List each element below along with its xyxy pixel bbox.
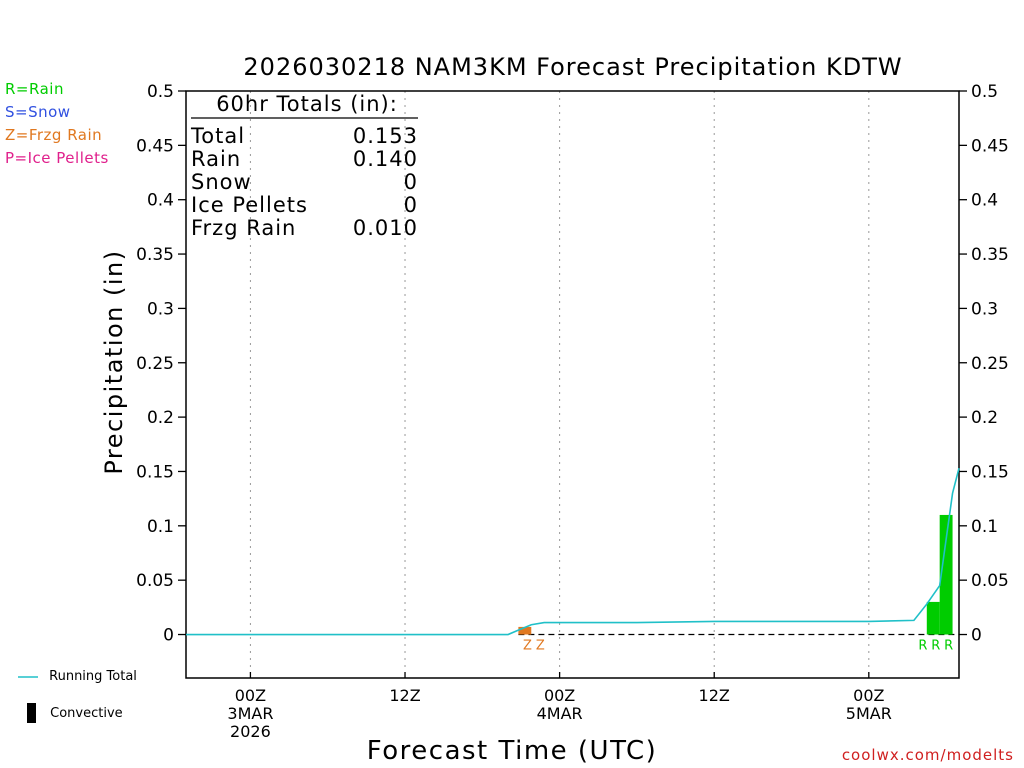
plot-frame (185, 90, 960, 679)
ptype-legend-item: Z=Frzg Rain (5, 126, 103, 144)
y-tick-label-left: 0.45 (136, 136, 174, 156)
y-tick-label-right: 0.15 (971, 462, 1009, 482)
x-axis-label: Forecast Time (UTC) (367, 736, 658, 766)
x-tick-label: 00Z (853, 686, 884, 705)
x-tick-label: 5MAR (846, 704, 892, 723)
x-tick-label: 4MAR (537, 704, 583, 723)
totals-label: Rain (191, 147, 241, 171)
ptype-marker: R (944, 639, 953, 654)
ptype-legend-item: R=Rain (5, 80, 64, 98)
convective-legend-label: Convective (50, 705, 123, 721)
ptype-marker: Z (536, 639, 545, 654)
precip-bar (518, 626, 532, 635)
totals-label: Ice Pellets (191, 193, 308, 217)
y-tick-label-left: 0.5 (147, 82, 174, 102)
y-tick-label-left: 0.25 (136, 354, 174, 374)
vertical-gridlines (249, 91, 870, 678)
totals-value: 0.140 (353, 147, 418, 171)
x-tick-label: 00Z (544, 686, 575, 705)
y-axis-left: 0.5 0.45 0.4 0.35 0.3 0.25 0.2 0.15 0.1 0.05 0 (136, 82, 186, 646)
ptype-marker: R (918, 639, 927, 654)
convective-legend: Convective (27, 703, 123, 723)
totals-label: Frzg Rain (191, 216, 296, 240)
y-tick-label-left: 0.3 (147, 299, 174, 319)
totals-value: 0 (404, 170, 418, 194)
totals-box: 60hr Totals (in): Total 0.153 Rain 0.140 Sno… (190, 92, 418, 240)
credit-text: coolwx.com/modelts (841, 746, 1014, 764)
running-total-legend-label: Running Total (49, 669, 137, 684)
y-tick-label-left: 0.05 (136, 571, 174, 591)
running-total-line (186, 468, 960, 636)
y-tick-label-right: 0.35 (971, 245, 1009, 265)
precip-bars (518, 514, 953, 635)
y-tick-label-right: 0.45 (971, 136, 1009, 156)
y-tick-label-left: 0.2 (147, 408, 174, 428)
y-tick-label-right: 0.1 (971, 517, 998, 537)
y-tick-label-right: 0.3 (971, 299, 998, 319)
x-tick-label: 2026 (230, 722, 271, 741)
y-tick-label-left: 0 (163, 626, 174, 646)
precip-bar (939, 514, 953, 635)
x-tick-label: 12Z (699, 686, 730, 705)
y-tick-label-right: 0.25 (971, 354, 1009, 374)
ptype-marker: Z (523, 639, 532, 654)
y-tick-label-right: 0.2 (971, 408, 998, 428)
totals-value: 0.010 (353, 216, 418, 240)
totals-value: 0.153 (353, 124, 418, 148)
totals-label: Total (190, 124, 245, 148)
convective-swatch (27, 703, 36, 723)
y-axis-label: Precipitation (in) (100, 249, 128, 474)
y-tick-label-right: 0.4 (971, 191, 998, 211)
running-total-legend: Running Total (18, 669, 137, 684)
chart-title: 2026030218 NAM3KM Forecast Precipitation… (243, 53, 902, 81)
precip-bar (926, 601, 940, 635)
x-tick-label: 3MAR (227, 704, 273, 723)
y-tick-label-right: 0 (971, 626, 982, 646)
totals-header: 60hr Totals (in): (216, 92, 398, 116)
totals-value: 0 (404, 193, 418, 217)
totals-label: Snow (191, 170, 252, 194)
y-tick-label-right: 0.5 (971, 82, 998, 102)
y-tick-label-left: 0.4 (147, 191, 174, 211)
ptype-marker: R (931, 639, 940, 654)
y-tick-label-left: 0.1 (147, 517, 174, 537)
ptype-legend-item: S=Snow (5, 103, 71, 121)
x-tick-label: 12Z (389, 686, 420, 705)
ptype-legend-item: P=Ice Pellets (5, 149, 109, 167)
y-tick-label-left: 0.15 (136, 462, 174, 482)
running-total-swatch (18, 675, 38, 678)
y-tick-label-right: 0.05 (971, 571, 1009, 591)
x-tick-label: 00Z (235, 686, 266, 705)
y-axis-right: 0.5 0.45 0.4 0.35 0.3 0.25 0.2 0.15 0.1 0.05 0 (959, 82, 1009, 646)
y-tick-label-left: 0.35 (136, 245, 174, 265)
